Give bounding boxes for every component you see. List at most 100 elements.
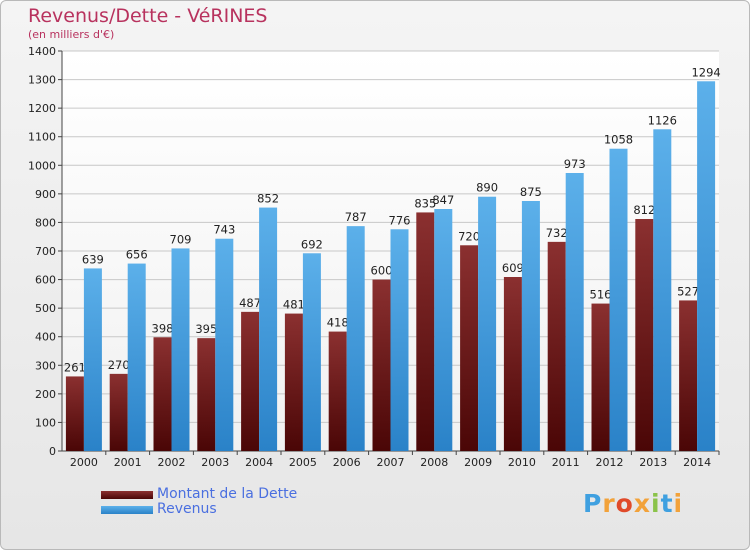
data-label-revenus: 973 xyxy=(564,157,586,171)
x-tick-label: 2004 xyxy=(245,456,273,469)
bar-revenus xyxy=(609,148,628,451)
data-label-dette: 270 xyxy=(108,358,130,372)
x-tick-label: 2009 xyxy=(464,456,492,469)
data-label-revenus: 847 xyxy=(432,193,454,207)
bar-revenus xyxy=(697,81,716,452)
bar-revenus xyxy=(653,129,672,452)
bar-revenus xyxy=(521,201,540,451)
bar-dette xyxy=(503,277,522,451)
data-label-revenus: 1294 xyxy=(691,65,720,79)
bar-dette xyxy=(328,331,347,451)
legend-item-revenus: Revenus xyxy=(101,502,297,517)
bar-dette xyxy=(197,338,216,451)
y-tick-label: 800 xyxy=(35,216,56,229)
y-tick-label: 400 xyxy=(35,331,56,344)
y-tick-label: 500 xyxy=(35,302,56,315)
bar-revenus xyxy=(434,209,453,451)
logo-letter: t xyxy=(660,489,674,518)
logo-letter: P xyxy=(583,489,603,518)
bar-dette xyxy=(416,212,435,451)
chart-subtitle: (en milliers d'€) xyxy=(28,28,115,41)
legend-swatch-dette xyxy=(101,490,153,499)
data-label-dette: 732 xyxy=(546,226,568,240)
bar-revenus xyxy=(302,253,321,451)
bar-dette xyxy=(372,279,391,451)
x-tick-label: 2012 xyxy=(596,456,624,469)
data-label-dette: 398 xyxy=(152,321,174,335)
data-label-revenus: 776 xyxy=(389,213,411,227)
legend-label-revenus: Revenus xyxy=(157,501,217,517)
y-tick-label: 1000 xyxy=(28,159,56,172)
x-tick-label: 2000 xyxy=(70,456,98,469)
bar-revenus xyxy=(83,268,102,451)
legend-item-dette: Montant de la Dette xyxy=(101,487,297,502)
bar-dette xyxy=(153,337,172,451)
bar-dette xyxy=(591,303,610,451)
x-tick-label: 2005 xyxy=(289,456,317,469)
bar-dette xyxy=(679,300,698,451)
data-label-dette: 609 xyxy=(502,261,524,275)
y-tick-label: 100 xyxy=(35,416,56,429)
legend: Montant de la Dette Revenus xyxy=(101,487,297,517)
y-tick-label: 300 xyxy=(35,359,56,372)
legend-swatch-revenus xyxy=(101,505,153,514)
proxiti-logo: Proxiti xyxy=(583,489,683,518)
data-label-dette: 487 xyxy=(239,296,261,310)
bar-revenus xyxy=(390,229,409,451)
bar-revenus xyxy=(565,173,584,451)
y-tick-label: 200 xyxy=(35,388,56,401)
data-label-revenus: 709 xyxy=(170,232,192,246)
x-tick-label: 2010 xyxy=(508,456,536,469)
data-label-revenus: 890 xyxy=(476,181,498,195)
bar-dette xyxy=(241,311,260,451)
data-label-dette: 835 xyxy=(414,196,436,210)
legend-label-dette: Montant de la Dette xyxy=(157,486,298,502)
data-label-revenus: 692 xyxy=(301,237,323,251)
x-tick-label: 2002 xyxy=(158,456,186,469)
bar-revenus xyxy=(127,263,146,451)
data-label-dette: 812 xyxy=(633,203,655,217)
logo-letter: x xyxy=(633,489,651,518)
logo-letter: r xyxy=(602,489,616,518)
bar-revenus xyxy=(346,226,365,451)
y-tick-label: 1300 xyxy=(28,74,56,87)
data-label-revenus: 656 xyxy=(126,248,148,262)
data-label-dette: 600 xyxy=(371,264,393,278)
data-label-dette: 418 xyxy=(327,316,349,330)
y-tick-label: 1200 xyxy=(28,102,56,115)
bar-revenus xyxy=(478,196,497,451)
data-label-dette: 395 xyxy=(195,322,217,336)
x-tick-label: 2008 xyxy=(420,456,448,469)
data-label-revenus: 639 xyxy=(82,252,104,266)
y-tick-label: 1100 xyxy=(28,131,56,144)
data-label-dette: 720 xyxy=(458,229,480,243)
x-tick-label: 2014 xyxy=(683,456,711,469)
y-tick-label: 1400 xyxy=(28,45,56,58)
x-tick-label: 2001 xyxy=(114,456,142,469)
chart-title: Revenus/Dette - VéRINES xyxy=(28,5,268,27)
data-label-dette: 261 xyxy=(64,360,86,374)
y-tick-label: 700 xyxy=(35,245,56,258)
data-label-dette: 527 xyxy=(677,284,699,298)
logo-letter: o xyxy=(615,489,634,518)
data-label-revenus: 1126 xyxy=(648,113,677,127)
bar-dette xyxy=(635,219,654,451)
x-tick-label: 2011 xyxy=(552,456,580,469)
x-tick-label: 2013 xyxy=(639,456,667,469)
data-label-dette: 516 xyxy=(590,288,612,302)
x-tick-label: 2007 xyxy=(377,456,405,469)
bar-dette xyxy=(109,373,128,451)
y-tick-label: 600 xyxy=(35,274,56,287)
bar-dette xyxy=(65,376,84,451)
x-tick-label: 2003 xyxy=(201,456,229,469)
y-tick-label: 900 xyxy=(35,188,56,201)
data-label-revenus: 1058 xyxy=(604,133,633,147)
data-label-dette: 481 xyxy=(283,298,305,312)
bar-revenus xyxy=(259,207,278,451)
bar-dette xyxy=(284,313,303,451)
data-label-revenus: 743 xyxy=(213,223,235,237)
bar-revenus xyxy=(215,238,234,451)
data-label-revenus: 875 xyxy=(520,185,542,199)
